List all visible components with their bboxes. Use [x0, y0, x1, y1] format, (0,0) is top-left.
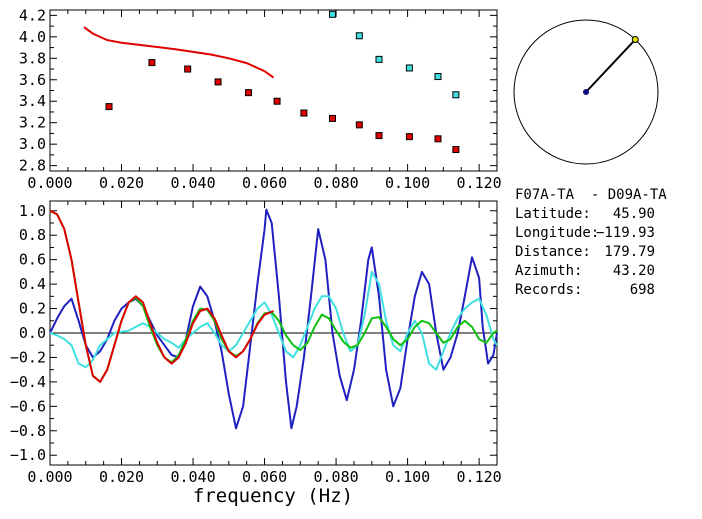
y-tick-label: 2.8 — [19, 157, 46, 175]
top-data-point — [434, 135, 442, 143]
x-tick-label: 0.100 — [385, 468, 430, 486]
x-tick-label: 0.020 — [99, 174, 144, 192]
top-data-point — [405, 133, 413, 141]
y-tick-label: 3.6 — [19, 71, 46, 89]
azimuth-center-dot — [583, 89, 589, 95]
x-tick-label: 0.040 — [170, 468, 215, 486]
top-data-point — [329, 10, 337, 18]
x-tick-label: 0.000 — [27, 468, 72, 486]
bottom-line-plot: 0.000 0.020 0.040 0.060 0.080 0.100 0.120 1.0 0.… — [10, 200, 502, 507]
x-axis-label: frequency (Hz) — [193, 485, 353, 507]
x-tick-label: 0.060 — [242, 468, 287, 486]
station-pair: F07A-TA - D09A-TA — [515, 187, 667, 203]
info-label-records: Records: — [515, 282, 582, 298]
top-data-point — [148, 59, 156, 67]
y-tick-label: 3.0 — [19, 135, 46, 153]
y-tick-label: 0.6 — [19, 251, 46, 269]
y-tick-label: −0.6 — [10, 397, 46, 415]
x-tick-label: 0.080 — [314, 468, 359, 486]
top-series-line — [83, 26, 275, 79]
top-data-point — [452, 91, 460, 99]
x-tick-label: 0.080 — [314, 174, 359, 192]
info-value-azimuth: 43.20 — [613, 263, 655, 279]
info-label-azimuth: Azimuth: — [515, 263, 582, 279]
x-tick-label: 0.120 — [457, 174, 502, 192]
azimuth-pointer — [585, 38, 637, 93]
top-data-point — [273, 97, 281, 105]
top-data-point — [375, 55, 383, 63]
y-tick-label: 3.2 — [19, 114, 46, 132]
info-value-records: 698 — [630, 282, 655, 298]
x-tick-label: 0.020 — [99, 468, 144, 486]
info-value-latitude: 45.90 — [613, 206, 655, 222]
top-data-point — [105, 103, 113, 111]
info-label-longitude: Longitude: — [515, 225, 599, 241]
top-axes: 0.000 0.020 0.040 0.060 0.080 0.100 0.120 2.8 3.… — [19, 6, 502, 192]
station-info: F07A-TA - D09A-TA Latitude: 45.90 Longit… — [515, 187, 667, 298]
top-data-point — [244, 89, 252, 97]
info-label-distance: Distance: — [515, 244, 591, 260]
top-data-point — [434, 73, 442, 81]
top-data-point — [355, 121, 363, 129]
bottom-series-line — [49, 209, 274, 383]
y-tick-label: 0.0 — [19, 324, 46, 342]
top-data-point — [375, 132, 383, 140]
top-data-point — [355, 32, 363, 40]
y-tick-label: −1.0 — [10, 446, 46, 464]
top-data-point — [300, 109, 308, 117]
y-tick-label: 0.8 — [19, 226, 46, 244]
y-tick-label: 1.0 — [19, 202, 46, 220]
y-tick-label: −0.2 — [10, 348, 46, 366]
x-tick-label: 0.100 — [385, 174, 430, 192]
y-tick-label: 0.2 — [19, 300, 46, 318]
top-data-point — [405, 64, 413, 72]
bottom-axes: 0.000 0.020 0.040 0.060 0.080 0.100 0.120 1.0 0.… — [10, 201, 502, 486]
x-tick-label: 0.060 — [242, 174, 287, 192]
top-data-point — [214, 78, 222, 86]
bottom-series-line — [49, 270, 498, 371]
y-tick-label: −0.8 — [10, 422, 46, 440]
azimuth-circle — [513, 19, 659, 165]
top-scatter-plot: 0.000 0.020 0.040 0.060 0.080 0.100 0.120 2.8 3.… — [19, 6, 502, 192]
top-data-point — [329, 114, 337, 122]
y-tick-label: 3.8 — [19, 49, 46, 67]
y-tick-label: −0.4 — [10, 373, 46, 391]
top-marks — [83, 10, 460, 154]
y-tick-label: 4.2 — [19, 6, 46, 24]
top-data-point — [184, 65, 192, 73]
x-tick-label: 0.120 — [457, 468, 502, 486]
top-plot-frame — [49, 9, 498, 172]
y-tick-label: 4.0 — [19, 28, 46, 46]
info-value-distance: 179.79 — [604, 244, 655, 260]
info-value-longitude: −119.93 — [596, 225, 655, 241]
azimuth-tip-dot — [631, 36, 639, 44]
info-label-latitude: Latitude: — [515, 206, 591, 222]
top-data-point — [452, 146, 460, 154]
y-tick-label: 3.4 — [19, 92, 46, 110]
x-tick-label: 0.040 — [170, 174, 215, 192]
bottom-marks — [49, 208, 498, 430]
azimuth-inset — [513, 19, 659, 165]
y-tick-label: 0.4 — [19, 275, 46, 293]
x-tick-label: 0.000 — [27, 174, 72, 192]
